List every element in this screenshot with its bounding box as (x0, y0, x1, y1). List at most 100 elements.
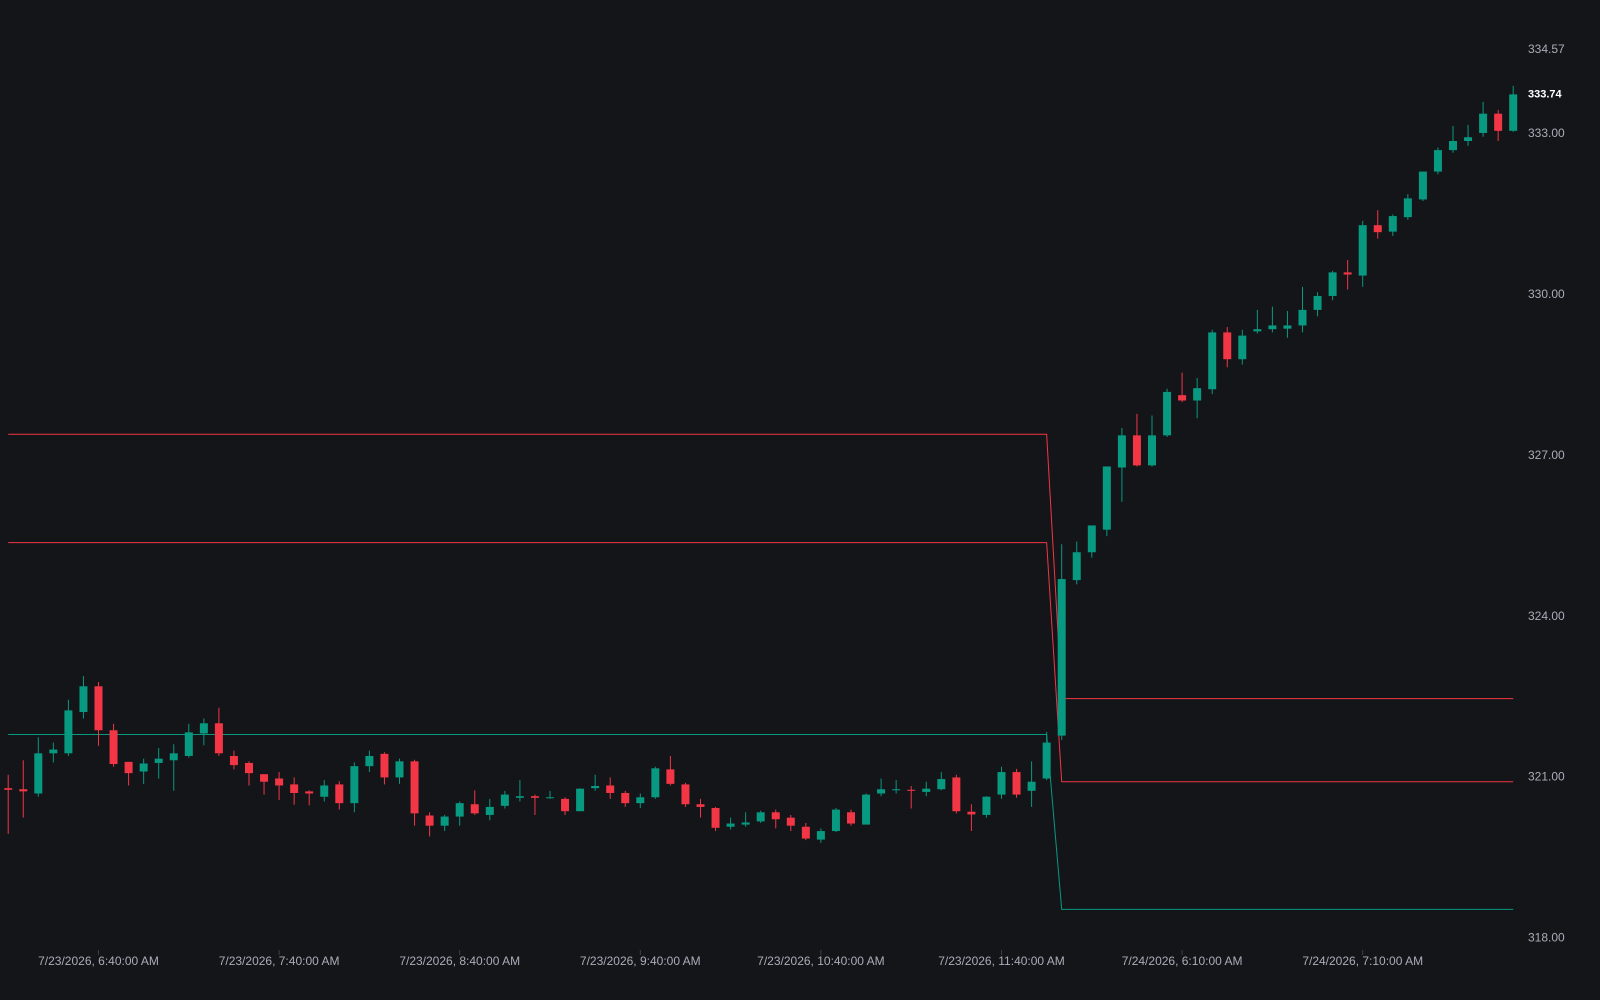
candle-body (19, 789, 28, 792)
candle-body (651, 768, 660, 798)
candle-body (1388, 216, 1397, 232)
y-tick-label: 334.57 (1528, 42, 1565, 56)
candle-body (711, 807, 720, 828)
candle-body (1313, 295, 1322, 310)
candle-body (1072, 552, 1081, 581)
y-tick-label: 330.00 (1528, 287, 1565, 301)
candle-body (636, 797, 645, 804)
candle-body (395, 761, 404, 778)
candle-body (922, 788, 931, 792)
candle-body (741, 822, 750, 825)
x-tick-label: 7/23/2026, 8:40:00 AM (399, 954, 520, 968)
candle-body (546, 797, 554, 799)
candle-body (1268, 325, 1277, 330)
candle-body (109, 730, 118, 765)
level-line (8, 433, 1514, 700)
candle-body (1494, 113, 1503, 131)
last-price-label: 333.74 (1528, 88, 1563, 100)
candle-body (4, 788, 13, 790)
candle-body (1418, 171, 1427, 200)
candle-body (1464, 137, 1473, 142)
x-tick-label: 7/24/2026, 7:10:00 AM (1302, 954, 1423, 968)
candle-body (290, 784, 299, 793)
candle-body (771, 812, 780, 820)
candle-body (786, 817, 795, 826)
candle-body (726, 823, 735, 827)
candle-body (410, 761, 419, 814)
x-tick-label: 7/23/2026, 11:40:00 AM (938, 954, 1065, 968)
candle-body (64, 710, 73, 754)
candle-body (1373, 225, 1382, 233)
candle-body (260, 774, 269, 782)
candle-body (139, 763, 148, 772)
candle-body (561, 798, 570, 812)
level-line (8, 542, 1514, 783)
y-tick-label: 333.00 (1528, 126, 1565, 140)
candle-body (365, 755, 374, 767)
candle-body (350, 766, 359, 804)
candle-body (952, 777, 961, 812)
candle-body (1238, 335, 1247, 360)
candle-body (214, 723, 223, 754)
y-tick-label: 321.00 (1528, 770, 1565, 784)
candle-body (1117, 435, 1126, 468)
candle-body (1148, 435, 1156, 466)
x-tick-label: 7/23/2026, 7:40:00 AM (219, 954, 340, 968)
candle-body (320, 785, 329, 797)
candle-body (1509, 94, 1518, 131)
candle-body (1328, 272, 1337, 296)
x-tick-label: 7/24/2026, 6:10:00 AM (1122, 954, 1243, 968)
candle-body (847, 812, 855, 824)
candle-body (862, 794, 871, 825)
candle-body (801, 826, 810, 839)
candle-body (606, 785, 615, 793)
candle-body (275, 778, 284, 786)
candle-body (1283, 325, 1292, 329)
candle-body (1087, 525, 1096, 553)
candle-body (229, 755, 238, 766)
y-tick-label: 324.00 (1528, 609, 1565, 623)
y-tick-label: 327.00 (1528, 448, 1565, 462)
candle-body (245, 762, 253, 774)
candle-body (1042, 742, 1051, 779)
candle-body (666, 769, 675, 784)
candle-body (1163, 391, 1172, 436)
x-tick-label: 7/23/2026, 6:40:00 AM (38, 954, 159, 968)
candle-body (49, 749, 58, 754)
candle-body (305, 791, 314, 794)
candle-body (877, 789, 886, 794)
candle-body (34, 753, 43, 794)
candle-body (681, 784, 690, 805)
candle-body (485, 806, 494, 815)
candle-body (816, 831, 825, 840)
candle-body (1479, 113, 1488, 133)
candle-body (1057, 579, 1066, 736)
candle-body (1027, 781, 1036, 791)
candle-body (696, 804, 705, 807)
candle-body (79, 686, 88, 713)
candle-body (515, 796, 524, 798)
level-line (8, 734, 1514, 910)
candle-body (576, 788, 585, 812)
candle-body (892, 789, 901, 791)
candle-body (756, 812, 765, 822)
candle-body (1358, 225, 1367, 276)
candle-body (831, 809, 840, 832)
candle-body (530, 796, 539, 798)
candle-body (500, 794, 509, 806)
candle-body (440, 816, 449, 826)
candle-body (154, 758, 163, 763)
y-tick-label: 318.00 (1528, 930, 1565, 944)
candle-body (1178, 395, 1187, 401)
candle-body (1012, 772, 1021, 795)
candle-body (1132, 435, 1141, 466)
candle-body (1403, 198, 1412, 218)
candle-body (470, 804, 479, 814)
candle-body (425, 815, 434, 826)
candle-body (169, 753, 178, 761)
candle-body (907, 789, 916, 791)
candle-body (621, 792, 630, 804)
candle-body (199, 723, 208, 734)
